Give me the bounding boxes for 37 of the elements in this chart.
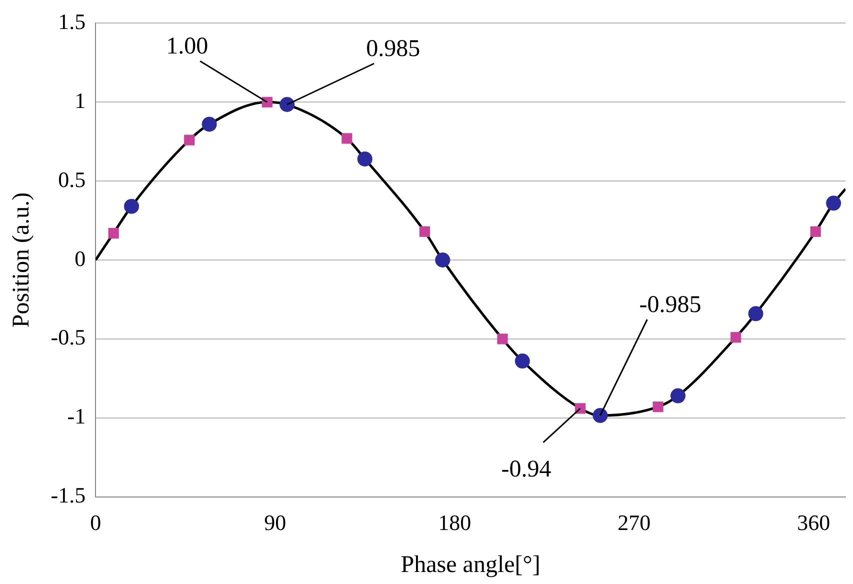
point <box>357 151 372 166</box>
point <box>730 332 742 343</box>
point <box>184 134 195 146</box>
annotation: 1.00 <box>166 33 208 60</box>
point <box>124 198 140 214</box>
point <box>592 408 608 423</box>
point <box>108 228 119 238</box>
x-tick-label: 90 <box>264 510 286 535</box>
point <box>810 226 821 237</box>
point <box>652 402 664 412</box>
point <box>826 196 842 211</box>
point <box>497 334 508 344</box>
point <box>435 252 450 268</box>
annotation: -0.94 <box>501 456 552 483</box>
x-tick-label: 360 <box>797 510 830 535</box>
point <box>202 116 217 132</box>
point <box>419 226 430 237</box>
point <box>670 388 686 404</box>
point <box>748 306 764 322</box>
point <box>280 97 295 112</box>
x-axis-title: Phase angle[°] <box>400 552 540 578</box>
y-tick-label: -1.5 <box>50 482 86 508</box>
x-tick-label: 0 <box>90 510 102 535</box>
point <box>514 354 530 369</box>
annotation: 0.985 <box>366 36 420 62</box>
point <box>342 133 352 144</box>
y-axis-title: Position (a.u.) <box>8 192 35 328</box>
y-tick-label: 0.5 <box>58 166 86 192</box>
x-tick-label: 270 <box>618 510 651 535</box>
annotation: -0.985 <box>639 292 702 318</box>
y-tick-label: -1 <box>67 404 86 429</box>
point <box>262 96 272 108</box>
y-tick-label: -0.5 <box>50 324 86 350</box>
y-tick-label: 1.5 <box>58 8 86 34</box>
x-tick-label: 180 <box>438 510 472 535</box>
y-tick-label: 1 <box>74 88 86 113</box>
y-tick-label: 0 <box>74 246 86 271</box>
